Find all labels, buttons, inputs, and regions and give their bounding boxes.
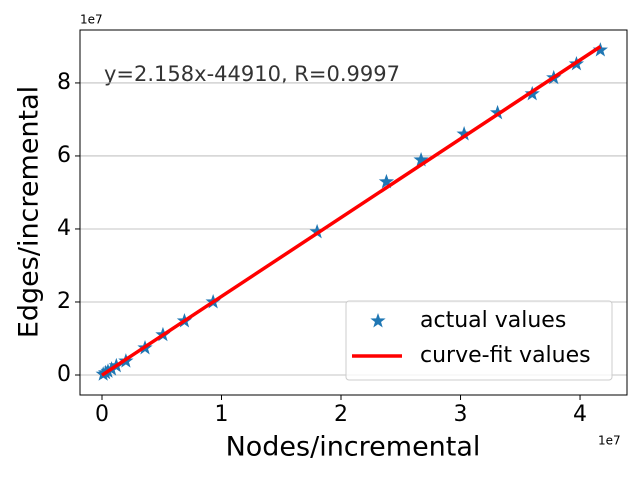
y-tick-label: 6 [57, 143, 71, 168]
x-axis-label: Nodes/incremental [226, 432, 481, 463]
y-axis-label: Edges/incremental [14, 86, 45, 338]
point [413, 151, 429, 167]
point [456, 126, 472, 141]
legend-marker [370, 313, 386, 328]
x-tick-label: 0 [95, 402, 109, 427]
legend-box [345, 300, 613, 381]
legend-label: curve-fit values [420, 343, 591, 368]
fit-line [101, 45, 602, 377]
y-tick-label: 0 [57, 362, 71, 387]
point [592, 42, 608, 57]
y-tick-label: 2 [57, 289, 71, 314]
legend-label: actual values [420, 308, 566, 333]
point [489, 104, 506, 120]
plot-frame [79, 29, 628, 396]
point [378, 173, 395, 189]
y-offset-label: 1e7 [80, 13, 103, 27]
y-tick-label: 8 [57, 70, 71, 95]
annotation: y=2.158x-44910, R=0.9997 [104, 62, 400, 86]
y-tick-label: 4 [57, 216, 71, 241]
x-offset-label: 1e7 [598, 434, 621, 448]
x-tick-label: 4 [573, 402, 587, 427]
x-tick-label: 1 [215, 402, 229, 427]
x-tick-label: 3 [454, 402, 468, 427]
point [309, 223, 325, 239]
legend: actual values curve-fit values [345, 300, 613, 381]
x-tick-label: 2 [334, 402, 348, 427]
